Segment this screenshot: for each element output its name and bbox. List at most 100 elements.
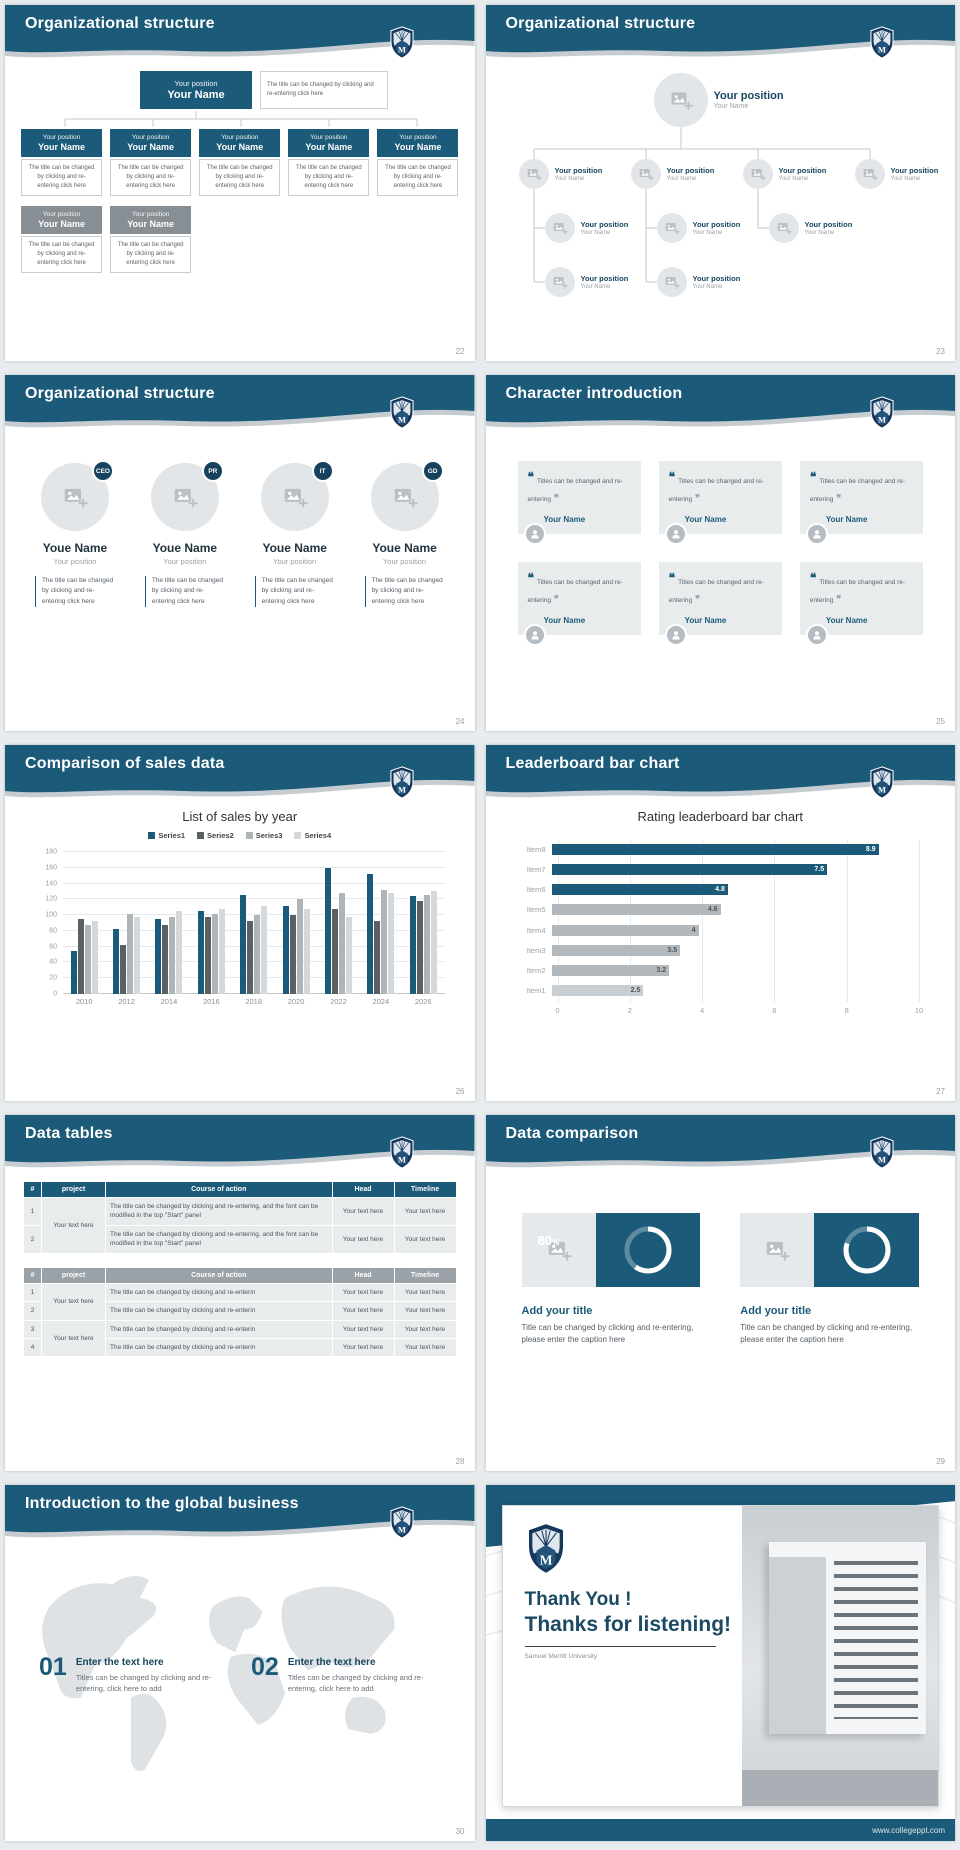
page-number: 24: [455, 717, 465, 726]
team-member-card[interactable]: PR Youe Name Your position The title can…: [137, 460, 233, 608]
org-node[interactable]: Your position Your Name: [630, 159, 714, 189]
sales-chart-xlabels: 2010 2012 2014 2016 2018 2020 2022 2024 2026: [63, 997, 445, 1006]
leaderboard-chart-plot: 0 2 4 6 8 10 Item8 8.9 Item7 7.5 Item6 4.8 Item5 4.6…: [514, 840, 928, 1018]
footer-bar: www.collegeppt.com: [485, 1819, 955, 1841]
gridline: [63, 866, 445, 868]
org-node[interactable]: Your position Your Name: [656, 267, 740, 297]
bar-value-label: 4: [691, 926, 696, 934]
grid-layer: [557, 840, 920, 1002]
org-node[interactable]: Your position Your Name: [768, 213, 852, 243]
comparison-card[interactable]: 60% Add your title Title can be changed …: [521, 1213, 701, 1346]
close-quote-icon: ❞: [695, 594, 700, 604]
org-node-secondary[interactable]: Your position Your Name The title can be c…: [110, 206, 192, 273]
org-node[interactable]: Your position Your Name: [742, 159, 826, 189]
table-row: 3 Your text here The title can be change…: [23, 1319, 457, 1358]
quote-card[interactable]: ❝ Titles can be changed and re-entering ❞ Y…: [517, 461, 641, 545]
col-header: Timeline: [393, 1266, 457, 1284]
slide-30-introduction-global-business[interactable]: Introduction to the global business 01 E…: [5, 1485, 475, 1841]
photo-placeholder-icon: [653, 73, 708, 127]
quote-card[interactable]: ❝ Titles can be changed and re-entering ❞ Y…: [517, 562, 641, 646]
x-axis-tick-label: 2010: [75, 997, 93, 1006]
data-table-primary[interactable]: # project Course of action Head Timeline…: [23, 1181, 457, 1254]
university-crest-icon: [389, 26, 415, 59]
website-url[interactable]: www.collegeppt.com: [872, 1825, 945, 1835]
bar-Item6: 4.8: [551, 884, 728, 896]
org-node[interactable]: Your position Your Name The title can be c…: [288, 129, 370, 196]
org-node[interactable]: Your position Your Name The title can be c…: [21, 129, 103, 196]
person-avatar-icon: [805, 624, 828, 646]
numbered-item[interactable]: 02 Enter the text here Titles can be cha…: [251, 1655, 446, 1695]
legend-item: Series4: [294, 831, 331, 840]
slide-29-data-comparison[interactable]: Data comparison 60% Add your title Title…: [485, 1115, 955, 1471]
slide-31-thank-you[interactable]: Thank You ! Thanks for listening! Samuel…: [485, 1485, 955, 1841]
open-quote-icon: ❝: [809, 571, 817, 585]
bar-Series4-2016: [218, 908, 225, 994]
x-axis-tick-label: 2012: [118, 997, 135, 1006]
role-badge: GD: [421, 460, 444, 482]
slide-26-comparison-of-sales-data[interactable]: Comparison of sales data List of sales b…: [5, 745, 475, 1101]
quote-card[interactable]: ❝ Titles can be changed and re-entering ❞ Y…: [799, 562, 923, 646]
quote-card[interactable]: ❝ Titles can be changed and re-entering ❞ Y…: [658, 562, 782, 646]
org-root-note[interactable]: The title can be changed by clicking and…: [260, 71, 388, 109]
bar-Series2-2016: [204, 916, 211, 994]
org-node[interactable]: Your position Your Name: [656, 213, 740, 243]
bar-row-Item2: Item2 3.2: [514, 964, 920, 976]
org-node[interactable]: Your position Your Name: [544, 267, 628, 297]
y-axis-tick-label: 80: [49, 927, 57, 935]
open-quote-icon: ❝: [527, 571, 534, 585]
org-node[interactable]: Your position Your Name The title can be c…: [377, 129, 459, 196]
bar-value-label: 4.8: [715, 886, 725, 894]
bar-Series3-2014: [169, 916, 176, 994]
data-table-secondary[interactable]: # project Course of action Head Timeline…: [23, 1266, 457, 1358]
slide-header: Character introduction: [486, 375, 956, 445]
table-row: 2 The title can be changed by clicking a…: [23, 1301, 457, 1321]
org-node[interactable]: Your position Your Name: [518, 159, 602, 189]
team-member-card[interactable]: GD Youe Name Your position The title can…: [357, 460, 453, 608]
slide-25-character-introduction[interactable]: Character introduction ❝ Titles can be ch…: [485, 375, 956, 731]
legend-swatch: [245, 832, 253, 839]
org-node-secondary[interactable]: Your position Your Name The title can be c…: [21, 206, 103, 273]
slide-22-organizational-structure[interactable]: Organizational structure Your position Y…: [5, 5, 475, 361]
org-node[interactable]: Your position Your Name The title can be c…: [110, 129, 192, 196]
person-avatar-icon: [805, 523, 828, 545]
member-description: The title can be changed by clicking and…: [254, 576, 335, 608]
slide-27-leaderboard-bar-chart[interactable]: Leaderboard bar chart Rating leaderboard…: [485, 745, 955, 1101]
x-axis-tick-label: 2020: [287, 997, 305, 1006]
legend-label: Series4: [304, 831, 332, 840]
org-node[interactable]: Your position Your Name: [544, 213, 628, 243]
university-crest-icon: [869, 1136, 895, 1169]
table-row: 4 The title can be changed by clicking a…: [23, 1337, 457, 1358]
divider: [524, 1646, 716, 1647]
slide-header: Comparison of sales data: [5, 745, 475, 815]
org-node[interactable]: Your position Your Name: [854, 159, 938, 189]
team-member-card[interactable]: CEO Youe Name Your position The title ca…: [27, 460, 123, 608]
org-root-node[interactable]: Your position Your Name: [140, 71, 252, 109]
bar-Series1-2022: [324, 867, 331, 994]
comparison-card[interactable]: 80% Add your title Title can be changed …: [538, 1213, 919, 1346]
donut-ring: [840, 1223, 894, 1277]
quote-card[interactable]: ❝ Titles can be changed and re-entering ❞ Y…: [799, 461, 923, 545]
slide-title: Data comparison: [505, 1125, 639, 1142]
bar-Series2-2026: [416, 900, 423, 994]
y-axis-tick-label: 180: [45, 848, 57, 856]
slide-header: Introduction to the global business: [5, 1485, 475, 1555]
slide-28-data-tables[interactable]: Data tables # project Course of action H…: [5, 1115, 475, 1471]
gridline: [63, 961, 445, 963]
category-label: Item3: [526, 945, 546, 955]
photo-placeholder-icon: [742, 159, 773, 189]
slide-23-organizational-structure[interactable]: Organizational structure Your position Yo…: [485, 5, 955, 361]
gridline: [774, 840, 776, 1002]
team-member-card[interactable]: IT Youe Name Your position The title can…: [247, 460, 343, 608]
sales-bar-chart: List of sales by year Series1 Series2 Seri…: [29, 809, 451, 1077]
chart-title: List of sales by year: [182, 809, 298, 824]
person-avatar-icon: [664, 624, 687, 646]
org-node[interactable]: Your position Your Name The title can be c…: [199, 129, 281, 196]
org-node-root[interactable]: Your position Your Name: [653, 73, 784, 127]
item-number: 02: [251, 1653, 279, 1681]
quote-card[interactable]: ❝ Titles can be changed and re-entering ❞ Y…: [658, 461, 782, 545]
member-name: Youe Name: [372, 541, 437, 555]
bar-Series3-2024: [381, 889, 388, 994]
bar-Item1: 2.5: [551, 984, 644, 996]
slide-24-organizational-structure[interactable]: Organizational structure CEO Youe Name Y…: [5, 375, 475, 731]
numbered-item[interactable]: 01 Enter the text here Titles can be cha…: [39, 1655, 234, 1695]
